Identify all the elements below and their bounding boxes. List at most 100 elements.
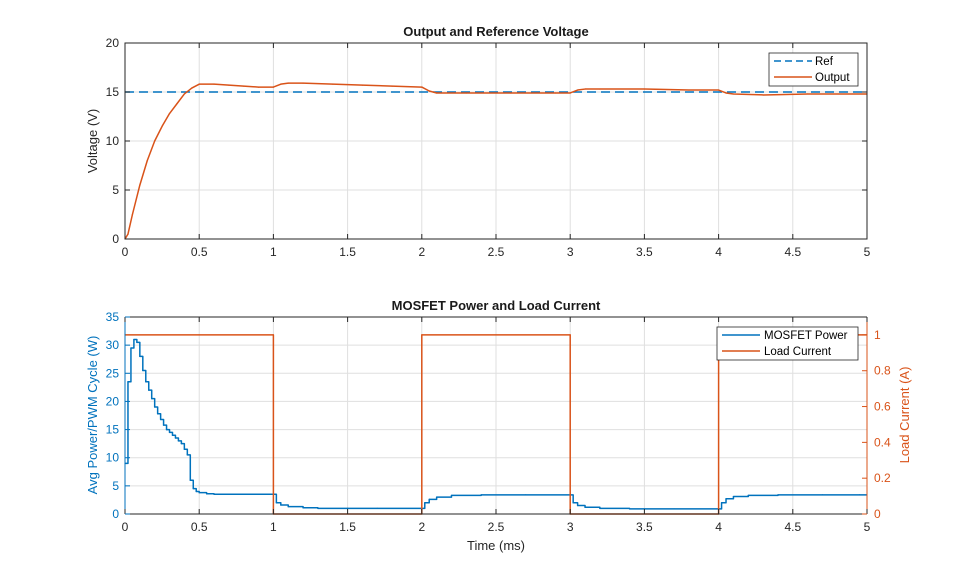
voltage-series-1-point [154,140,156,142]
power-series-0-point [732,495,735,498]
voltage-series-1-point [584,88,586,90]
power-y2-tick-label: 0 [874,507,881,521]
power-x-tick-label: 2 [418,520,425,534]
voltage-y-tick-label: 15 [106,85,120,99]
power-series-0-point [525,494,527,496]
power-x-tick-label: 2.5 [488,520,505,534]
voltage-x-tick-label: 1.5 [339,245,356,259]
power-series-0-point [142,369,144,372]
voltage-series-1-point [599,88,601,90]
power-series-0-point [228,493,230,495]
voltage-x-tick-label: 3.5 [636,245,653,259]
power-series-0-point [287,506,289,508]
power-series-0-point [584,506,586,508]
power-y-tick-label: 35 [106,310,120,324]
power-series-0-point [174,437,177,439]
power-series-0-point [317,507,319,509]
voltage-x-tick-label: 5 [864,245,871,259]
power-series-0-point [213,493,215,495]
voltage-series-1-point [554,92,556,94]
power-series-0-point [275,502,277,504]
voltage-series-1-point [257,86,260,88]
power-y-tick-label: 25 [106,366,120,380]
voltage-x-tick-label: 2 [418,245,425,259]
voltage-series-1-point [428,90,430,92]
power-series-0-point [145,381,147,383]
power-y2-tick-label: 0.8 [874,364,891,378]
voltage-series-1-point [228,84,230,86]
voltage-ticks: 0 0.5 1 1.5 2 2.5 3 3.5 4 4.5 5 0 5 10 15 20 [106,36,871,259]
power-y2-tick-label: 0.4 [874,435,891,449]
voltage-x-tick-label: 0 [122,245,129,259]
power-plot-title: MOSFET Power and Load Current [392,298,601,313]
voltage-series-1-point [465,92,467,94]
power-series-0-point [347,507,349,509]
voltage-x-tick-label: 4.5 [784,245,801,259]
power-series-0-point [673,508,675,510]
power-series-0-point [577,504,579,507]
voltage-series-1-point [762,94,764,96]
power-series-load-current-line [125,334,867,515]
power-series-0-point [628,508,631,510]
power-series-0-point [428,498,430,500]
power-series-0-point [424,502,426,504]
power-series-0-point [257,493,260,495]
voltage-series-1-point [332,83,334,85]
legend-mosfet-label: MOSFET Power [764,330,848,342]
power-y-tick-label: 10 [106,451,120,465]
voltage-series-1-point [272,86,274,88]
voltage-series-1-point [198,83,200,85]
power-series-0-point [480,494,482,496]
power-series-0-point [280,504,282,506]
voltage-series-1-point [287,82,289,84]
voltage-series-1-point [168,112,171,115]
power-series-0-point [180,443,182,445]
power-series-0-point [195,490,197,493]
power-series-0-point [127,381,129,383]
power-series-0-point [599,507,601,509]
legend-ref-label: Ref [815,56,834,68]
power-series-0-point [162,424,165,426]
voltage-y-axis-label: Voltage (V) [85,109,100,173]
voltage-series-1-point [732,93,735,95]
power-legend-box [716,326,859,361]
power-series-0-point [154,406,156,408]
power-y-tick-label: 30 [106,338,120,352]
power-series-0-point [198,492,200,494]
voltage-series-1-point [139,184,141,186]
voltage-series-1-point [176,103,178,105]
voltage-legend-box [768,52,859,87]
power-y-tick-label: 0 [112,507,119,521]
power-series-0-point [148,389,150,391]
power-series-0-point [139,355,141,357]
power-series-0-point [165,428,168,431]
voltage-series-1-point [280,83,282,85]
power-y-axis-label: Avg Power/PWM Cycle (W) [85,336,100,495]
power-current-plot: 0 0.5 1 1.5 2 2.5 3 3.5 4 4.5 50510152025303500.20… [85,298,912,553]
power-series-0-point [133,338,135,341]
power-series-0-point [186,454,188,456]
legend-output-label: Output [815,72,850,84]
voltage-x-tick-label: 2.5 [488,245,505,259]
power-y2-tick-label: 0.6 [874,400,891,414]
voltage-series-1-point [302,82,304,84]
power-series-0-point [151,398,153,400]
power-series-0-point [168,431,171,433]
power-x-tick-label: 1.5 [339,520,356,534]
power-series-0-point [436,496,438,498]
power-series-0-point [725,498,727,500]
voltage-series-1-point [191,87,193,89]
power-series-0-point [747,494,749,497]
power-y-tick-label: 15 [106,423,120,437]
power-series-1-point [272,334,274,336]
voltage-series-1-point [161,125,163,127]
voltage-series-1-point [569,92,571,94]
voltage-plot: 0 0.5 1 1.5 2 2.5 3 3.5 4 4.5 5 0 5 10 15 20 Output and… [85,24,871,259]
power-series-0-point [858,494,861,496]
voltage-series-1-point [725,92,727,94]
power-series-0-point [192,488,194,490]
voltage-series-1-point [436,92,438,94]
voltage-series-1-point [851,93,853,95]
power-series-0-point [376,507,378,509]
power-series-0-point [777,494,779,496]
